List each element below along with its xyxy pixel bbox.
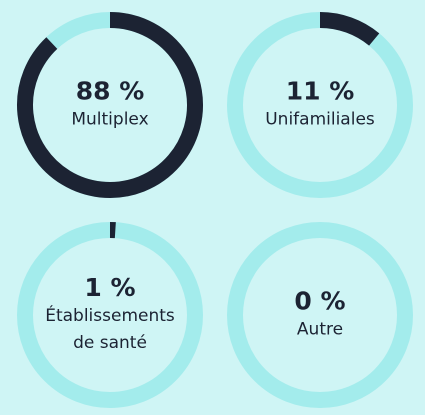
ring-label: 88 % Multiplex (35, 77, 185, 134)
ring-label: 1 % Établissements de santé (35, 273, 185, 357)
value-label: 0 % (294, 286, 346, 316)
category-label: Unifamiliales (265, 109, 375, 130)
category-label: Établissements de santé (45, 306, 175, 353)
value-label: 1 % (84, 273, 136, 302)
value-label: 11 % (285, 76, 355, 106)
ring-label: 0 % Autre (245, 287, 395, 344)
ring-label: 11 % Unifamiliales (245, 77, 395, 134)
category-label: Autre (296, 319, 344, 340)
value-label: 88 % (75, 76, 145, 106)
ring-progress (17, 12, 203, 198)
ring-track (227, 222, 413, 408)
category-label: Multiplex (71, 109, 149, 130)
ring-progress (319, 12, 380, 46)
